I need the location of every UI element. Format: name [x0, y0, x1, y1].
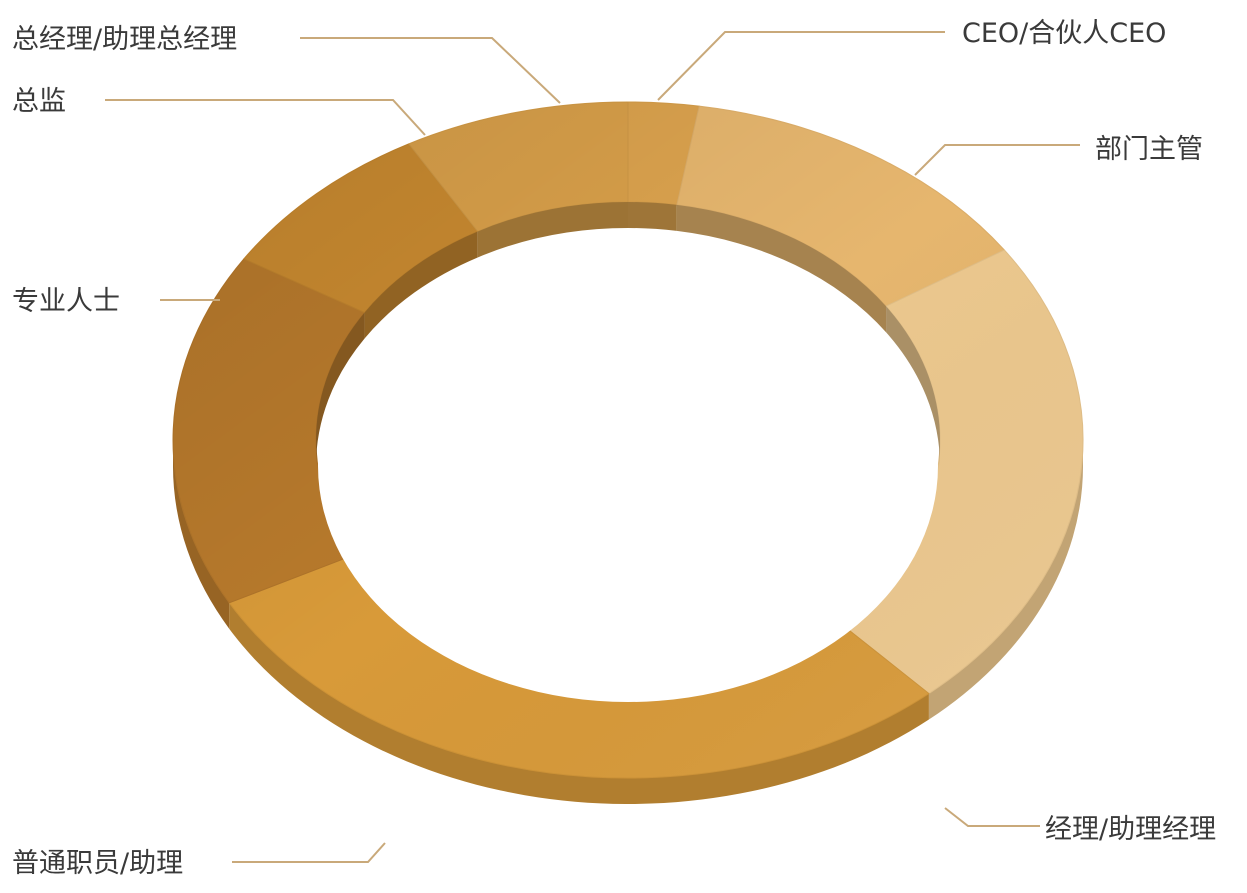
slice-label-5: 总监	[12, 86, 66, 117]
slice-label-1: 部门主管	[1095, 134, 1203, 165]
slice-inner-wall-5	[364, 231, 478, 339]
slice-label-0: CEO/合伙人CEO	[962, 18, 1166, 49]
slice-inner-wall-0	[628, 202, 677, 231]
leader-lines	[105, 31, 1080, 863]
slice-inner-wall-1	[676, 204, 887, 333]
slice-label-2: 经理/助理经理	[1045, 814, 1216, 845]
slice-label-4: 专业人士	[12, 286, 120, 317]
ring-inner-wall-layer	[316, 202, 940, 702]
leader-line-1	[914, 144, 1080, 176]
leader-line-5	[105, 99, 426, 136]
leader-line-3	[232, 842, 386, 863]
slice-label-3: 普通职员/助理	[12, 848, 183, 879]
leader-line-0	[657, 31, 945, 101]
slice-label-6: 总经理/助理总经理	[12, 24, 237, 55]
donut-hole	[318, 230, 938, 702]
ring-side-layer	[173, 440, 1083, 805]
slice-side-3	[229, 602, 929, 805]
slice-side-2	[928, 440, 1083, 720]
leader-line-2	[944, 807, 1040, 827]
slice-inner-wall-4	[316, 312, 365, 466]
leader-line-6	[300, 37, 561, 104]
slice-inner-wall-6	[477, 202, 628, 258]
slice-side-4	[173, 440, 230, 629]
slice-inner-wall-2	[886, 306, 940, 466]
